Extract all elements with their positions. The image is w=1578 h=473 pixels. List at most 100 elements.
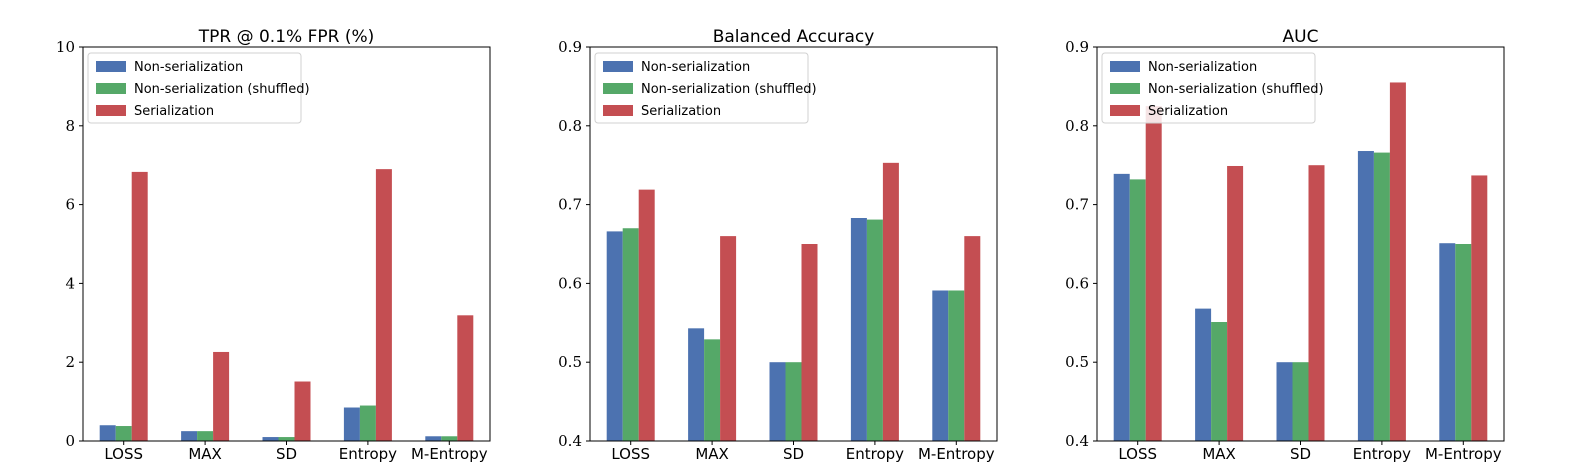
x-tick-label: M-Entropy (411, 445, 488, 463)
legend-label: Non-serialization (641, 60, 750, 75)
chart-title: TPR @ 0.1% FPR (%) (198, 27, 375, 47)
bar-entropy-series-1 (343, 407, 360, 441)
bar-entropy-series-2 (1373, 152, 1390, 441)
legend-box (87, 52, 302, 124)
y-tick-label: 2 (65, 353, 75, 371)
x-tick-label: M-Entropy (1425, 445, 1502, 463)
legend-swatch (1110, 83, 1140, 94)
legend-box (594, 52, 809, 124)
legend-label: Non-serialization (1148, 60, 1257, 75)
x-tick-label: M-Entropy (918, 445, 995, 463)
legend: Non-serialization Non-serialization (shuf… (87, 52, 310, 124)
bar-m-entropy-series-3 (1471, 175, 1488, 441)
bar-sd-series-2 (278, 437, 295, 441)
chart-2: LOSS MAX SD Entropy M-Entropy 0.4 0.5 0.6 0.7 0.8… (558, 27, 998, 463)
bar-entropy-series-1 (1357, 151, 1374, 441)
bar-loss-series-3 (1145, 106, 1162, 441)
legend-box (1101, 52, 1316, 124)
bar-max-series-1 (688, 328, 705, 441)
legend-label: Non-serialization (shuffled) (1148, 82, 1324, 97)
chart-3: LOSS MAX SD Entropy M-Entropy 0.4 0.5 0.6 0.7 0.8… (1065, 27, 1505, 463)
bar-m-entropy-series-3 (457, 315, 474, 441)
bar-m-entropy-series-2 (441, 436, 458, 441)
legend-swatch (96, 83, 126, 94)
x-tick-label: Entropy (339, 445, 397, 463)
bar-m-entropy-series-1 (1439, 243, 1456, 441)
bar-max-series-2 (197, 431, 214, 441)
bar-loss-series-2 (115, 426, 132, 441)
chart-title: AUC (1283, 27, 1319, 47)
x-tick-label: SD (1290, 445, 1311, 463)
chart-title: Balanced Accuracy (713, 27, 875, 47)
y-tick-label: 0.8 (558, 117, 582, 135)
legend-label: Serialization (134, 104, 214, 119)
legend-swatch (96, 105, 126, 116)
bar-entropy-series-1 (850, 218, 867, 441)
bar-m-entropy-series-1 (932, 290, 949, 441)
y-tick-label: 0.4 (558, 432, 582, 450)
bar-sd-series-2 (1292, 362, 1309, 441)
x-tick-label: Entropy (846, 445, 904, 463)
axes-frame (1096, 46, 1505, 442)
x-tick-label: LOSS (1118, 445, 1157, 463)
bar-sd-series-2 (785, 362, 802, 441)
legend-label: Serialization (1148, 104, 1228, 119)
y-tick-label: 0.7 (1065, 196, 1089, 214)
y-tick-label: 0.6 (1065, 274, 1089, 292)
bar-m-entropy-series-2 (1455, 244, 1472, 441)
bar-entropy-series-2 (359, 405, 376, 441)
axes-frame (589, 46, 998, 442)
y-tick-label: 0.7 (558, 196, 582, 214)
legend-swatch (603, 61, 633, 72)
y-tick-label: 0.5 (1065, 353, 1089, 371)
bar-loss-series-2 (1129, 179, 1146, 441)
x-tick-label: MAX (695, 445, 728, 463)
bar-entropy-series-3 (375, 169, 392, 441)
legend-swatch (1110, 61, 1140, 72)
legend-swatch (96, 61, 126, 72)
bar-max-series-3 (213, 351, 230, 441)
x-tick-label: Entropy (1353, 445, 1411, 463)
bar-m-entropy-series-1 (425, 436, 442, 441)
bar-entropy-series-2 (866, 219, 883, 441)
x-tick-label: LOSS (104, 445, 143, 463)
legend-swatch (603, 83, 633, 94)
y-tick-label: 4 (65, 274, 75, 292)
y-tick-label: 10 (56, 38, 75, 56)
bar-max-series-1 (1195, 308, 1212, 441)
bar-max-series-1 (181, 431, 198, 441)
bar-max-series-3 (1227, 165, 1244, 442)
x-tick-label: SD (783, 445, 804, 463)
y-tick-label: 0.4 (1065, 432, 1089, 450)
bar-entropy-series-3 (1389, 82, 1406, 442)
bar-sd-series-1 (262, 437, 279, 441)
chart-1: LOSS MAX SD Entropy M-Entropy 0 2 4 6 8 10 TPR @ 0.… (56, 27, 491, 463)
x-tick-label: MAX (1202, 445, 1235, 463)
bar-max-series-2 (704, 339, 721, 441)
legend: Non-serialization Non-serialization (shuf… (594, 52, 817, 124)
bar-m-entropy-series-2 (948, 290, 965, 441)
bar-max-series-3 (720, 236, 737, 441)
bar-loss-series-2 (622, 228, 639, 441)
legend-label: Non-serialization (134, 60, 243, 75)
bar-sd-series-1 (769, 362, 786, 441)
legend-swatch (1110, 105, 1140, 116)
x-tick-label: SD (276, 445, 297, 463)
legend: Non-serialization Non-serialization (shuf… (1101, 52, 1324, 124)
legend-label: Non-serialization (shuffled) (641, 82, 817, 97)
legend-label: Non-serialization (shuffled) (134, 82, 310, 97)
bar-loss-series-1 (1113, 173, 1130, 441)
y-tick-label: 6 (65, 196, 75, 214)
y-tick-label: 0.9 (1065, 38, 1089, 56)
y-tick-label: 0.5 (558, 353, 582, 371)
legend-label: Serialization (641, 104, 721, 119)
bar-max-series-2 (1211, 322, 1228, 441)
y-tick-label: 8 (65, 117, 75, 135)
y-tick-label: 0.8 (1065, 117, 1089, 135)
bar-entropy-series-3 (882, 162, 899, 441)
bar-loss-series-3 (131, 171, 148, 441)
x-tick-label: LOSS (611, 445, 650, 463)
legend-swatch (603, 105, 633, 116)
bar-m-entropy-series-3 (964, 236, 981, 441)
